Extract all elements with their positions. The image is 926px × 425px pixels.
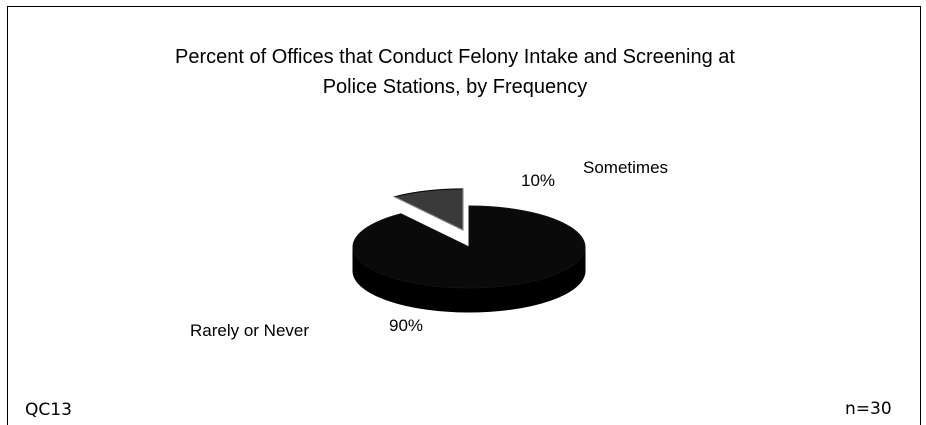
chart-title-line-2: Police Stations, by Frequency: [322, 76, 588, 98]
question-code: QC13: [25, 400, 72, 420]
slice-label-sometimes: Sometimes: [583, 158, 669, 177]
chart-frame: [7, 6, 921, 425]
chart-title-line-1: Percent of Offices that Conduct Felony I…: [175, 46, 735, 68]
slice-label-rarely-or-never: Rarely or Never: [190, 321, 310, 340]
slice-value-label-rarely-or-never: 90%: [389, 316, 424, 335]
pie-slice-edge-sometimes: [394, 188, 464, 231]
chart-title: Percent of Offices that Conduct Felony I…: [60, 42, 850, 102]
slice-value-label-sometimes: 10%: [521, 171, 556, 190]
sample-size: n=30: [845, 399, 892, 419]
pie-slice-sometimes: [393, 188, 464, 231]
pie-slice-rarely-or-never: [352, 205, 586, 289]
